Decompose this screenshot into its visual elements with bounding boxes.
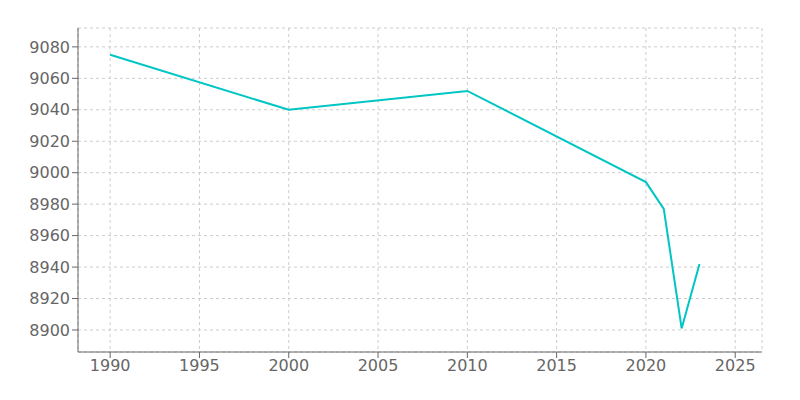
svg-text:2020: 2020 [626,356,667,375]
svg-text:8980: 8980 [29,195,70,214]
svg-text:2000: 2000 [268,356,309,375]
svg-text:1990: 1990 [90,356,131,375]
svg-text:2005: 2005 [358,356,399,375]
svg-text:8960: 8960 [29,226,70,245]
svg-text:8940: 8940 [29,258,70,277]
svg-text:1995: 1995 [179,356,220,375]
svg-text:9060: 9060 [29,69,70,88]
svg-text:2025: 2025 [715,356,756,375]
svg-text:8900: 8900 [29,321,70,340]
svg-text:9020: 9020 [29,132,70,151]
svg-text:2010: 2010 [447,356,488,375]
svg-text:9080: 9080 [29,38,70,57]
svg-text:8920: 8920 [29,289,70,308]
svg-text:9000: 9000 [29,163,70,182]
svg-text:2015: 2015 [536,356,577,375]
svg-text:9040: 9040 [29,100,70,119]
